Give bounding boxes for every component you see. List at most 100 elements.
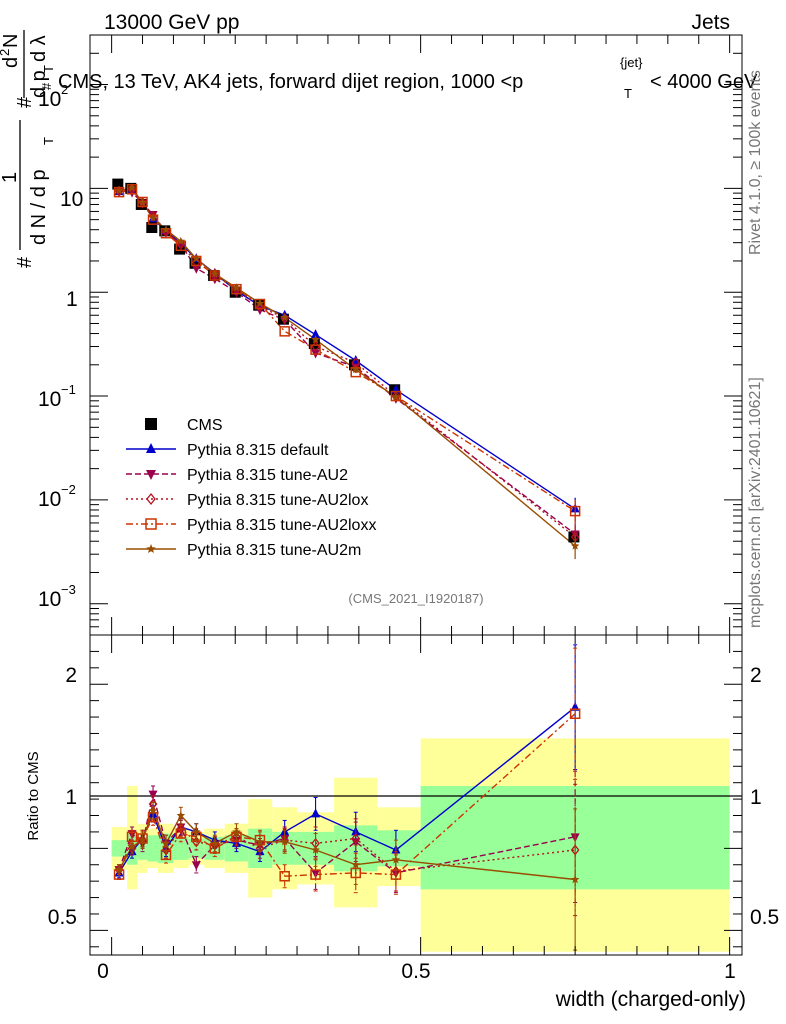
ytick-1e-1-base: 10 — [38, 388, 61, 411]
ratio-point-pythia-8-315-tune-au2lox — [351, 832, 361, 845]
header-left: 13000 GeV pp — [104, 11, 239, 34]
ratio-point-pythia-8-315-tune-au2m — [570, 875, 580, 884]
top-point-pythia-8-315-tune-au2m — [210, 269, 220, 278]
legend-marker-pythia-8-315-tune-au2 — [146, 470, 156, 480]
top-point-pythia-8-315-tune-au2m — [351, 365, 360, 374]
ylabel-sub-t-1: T — [41, 137, 56, 145]
ratio-point-pythia-8-315-tune-au2 — [191, 861, 201, 871]
top-point-pythia-8-315-tune-au2m — [138, 198, 147, 207]
ratio-point-pythia-8-315-tune-au2m — [232, 827, 241, 836]
legend-marker-pythia-8-315-tune-au2m — [146, 544, 156, 553]
top-panel-ticks — [90, 34, 742, 636]
ratio-point-pythia-8-315-tune-au2lox — [255, 842, 265, 854]
ytick-1e-2-exp: −2 — [61, 482, 76, 497]
band-inner-bin — [111, 840, 128, 857]
ytick-1e2-base: 10 — [38, 88, 61, 111]
top-point-pythia-8-315-tune-au2m — [161, 225, 171, 234]
top-point-pythia-8-315-tune-au2m — [176, 236, 186, 245]
legend-marker-pythia-8-315-tune-au2lox — [146, 492, 156, 506]
top-point-pythia-8-315-tune-au2m — [570, 541, 580, 550]
top-point-pythia-8-315-default — [311, 329, 321, 339]
band-inner-bin — [188, 838, 205, 859]
ratio-point-pythia-8-315-tune-au2lox — [176, 823, 186, 835]
ylabel-hash-1: # — [14, 256, 36, 268]
legend-label-cms: CMS — [187, 417, 223, 434]
xtick-0.5: 0.5 — [401, 960, 430, 983]
ytick-1e-3-exp: −3 — [61, 582, 76, 597]
legend-label-au2lox: Pythia 8.315 tune-AU2lox — [187, 492, 368, 509]
ratio-point-pythia-8-315-tune-au2loxx — [175, 828, 187, 839]
band-inner-bin — [147, 835, 158, 862]
ratio-point-pythia-8-315-default — [570, 701, 580, 711]
band-inner-bin — [173, 836, 189, 860]
ratio-uncertainty-bands — [111, 738, 730, 952]
ratio-point-pythia-8-315-tune-au2m — [114, 865, 124, 874]
ytick-1e-3-base: 10 — [38, 588, 61, 611]
ratio-point-pythia-8-315-tune-au2 — [148, 790, 158, 800]
ratio-point-pythia-8-315-tune-au2m — [192, 827, 201, 836]
ratio-point-pythia-8-315-tune-au2m — [311, 845, 320, 854]
ratio-panel-frame — [89, 634, 743, 956]
top-point-pythia-8-315-tune-au2m — [127, 183, 137, 192]
ratio-point-pythia-8-315-tune-au2m — [161, 838, 171, 848]
top-point-pythia-8-315-tune-au2lox — [191, 256, 201, 268]
ylabel-one: 1 — [0, 172, 21, 183]
ratio-ytick-left-2: 2 — [65, 664, 77, 687]
xtick-0: 0 — [97, 960, 109, 983]
rivet-version: Rivet 4.1.0, ≥ 100k events — [747, 70, 764, 255]
top-series-markers — [112, 178, 581, 560]
ratio-ytick-left-1: 1 — [65, 786, 77, 809]
ratio-ytick-right-1: 1 — [750, 786, 762, 809]
ratio-point-pythia-8-315-tune-au2m — [351, 860, 360, 869]
x-axis-label: width (charged-only) — [555, 988, 746, 1011]
top-point-cms — [112, 178, 124, 190]
analysis-id-watermark: (CMS_2021_I1920187) — [348, 591, 483, 606]
ytick-1: 1 — [66, 288, 78, 311]
analysis-title: CMS, 13 TeV, AK4 jets, forward dijet reg… — [58, 55, 758, 101]
ratio-point-pythia-8-315-tune-au2m — [138, 835, 147, 844]
top-point-cms — [189, 257, 201, 269]
top-line-pythia-8-315-tune-au2 — [118, 190, 576, 535]
ratio-point-pythia-8-315-tune-au2m — [148, 806, 158, 815]
top-point-cms — [146, 222, 158, 234]
ratio-ytick-right-0.5: 0.5 — [750, 906, 779, 929]
ylabel-hash-2: # — [14, 96, 36, 108]
header-right: Jets — [691, 11, 730, 34]
analysis-title-sub: T — [624, 86, 632, 101]
ratio-point-pythia-8-315-tune-au2m — [391, 855, 401, 864]
top-point-pythia-8-315-tune-au2m — [232, 283, 241, 292]
top-point-pythia-8-315-tune-au2loxx — [279, 326, 290, 337]
legend-marker-pythia-8-315-default — [146, 443, 156, 453]
ytick-1e2-exp: 2 — [61, 82, 68, 97]
top-point-pythia-8-315-tune-au2m — [280, 313, 289, 322]
ylabel-hash-3: # — [39, 82, 54, 90]
legend-label-default: Pythia 8.315 default — [187, 442, 329, 459]
legend-marker-cms — [145, 418, 157, 430]
legend: CMS Pythia 8.315 default Pythia 8.315 tu… — [126, 417, 376, 559]
ylabel-n: N — [0, 34, 22, 48]
ylabel-dpt-2: d p — [28, 70, 50, 98]
xtick-1: 1 — [724, 960, 736, 983]
ratio-point-pythia-8-315-tune-au2lox — [161, 844, 171, 856]
legend-label-au2: Pythia 8.315 tune-AU2 — [187, 467, 348, 484]
ylabel-sub-t-2: T — [41, 65, 56, 73]
top-point-pythia-8-315-tune-au2m — [255, 298, 265, 308]
ratio-point-pythia-8-315-tune-au2m — [127, 842, 137, 851]
analysis-title-tail: < 4000 GeV — [650, 71, 758, 93]
ratio-ytick-left-0.5: 0.5 — [48, 906, 77, 929]
ratio-point-pythia-8-315-tune-au2m — [255, 837, 265, 846]
top-point-pythia-8-315-tune-au2loxx — [569, 505, 581, 517]
top-point-pythia-8-315-tune-au2m — [311, 335, 320, 344]
legend-marker-pythia-8-315-tune-au2loxx — [145, 518, 157, 530]
ratio-point-pythia-8-315-tune-au2m — [176, 811, 186, 820]
ylabel-dn-dpt: d N / d p — [28, 169, 50, 245]
top-y-axis-label: # 1 d N / d p T # d 2 N d p T d λ # — [0, 30, 56, 268]
ratio-point-pythia-8-315-tune-au2m — [210, 838, 220, 848]
top-point-pythia-8-315-tune-au2loxx — [137, 196, 148, 208]
ratio-point-pythia-8-315-tune-au2loxx — [569, 708, 581, 720]
ytick-10: 10 — [60, 188, 83, 211]
top-point-pythia-8-315-tune-au2m — [391, 392, 401, 401]
top-point-pythia-8-315-tune-au2 — [191, 264, 201, 274]
ylabel-dlambda: d λ — [28, 35, 50, 62]
